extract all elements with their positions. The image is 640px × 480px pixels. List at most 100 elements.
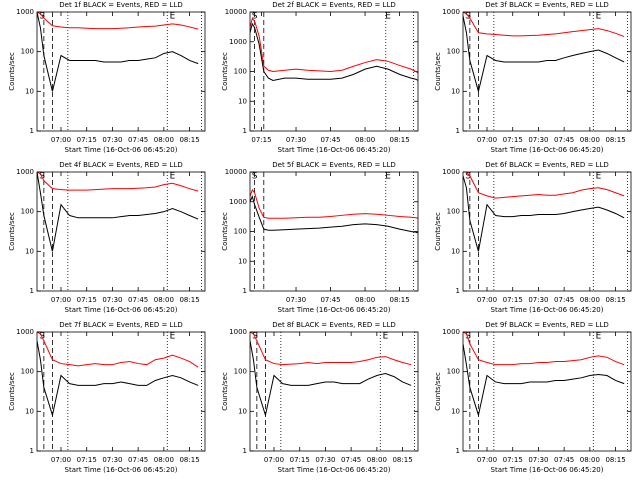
x-tick-label: 07:00 xyxy=(477,456,497,464)
x-tick-label: 07:15 xyxy=(77,456,97,464)
x-axis-label: Start Time (16-Oct-06 06:45:20) xyxy=(491,306,604,314)
y-tick-label: 1000 xyxy=(229,38,247,46)
x-tick-label: 07:45 xyxy=(341,456,361,464)
x-tick-label: 07:00 xyxy=(51,456,71,464)
x-tick-label: 07:15 xyxy=(503,136,523,144)
x-tick-label: 07:30 xyxy=(102,456,122,464)
y-tick-label: 1 xyxy=(456,447,460,455)
x-tick-label: 07:00 xyxy=(51,296,71,304)
y-tick-label: 1 xyxy=(30,447,34,455)
annotation: E xyxy=(170,332,176,342)
y-tick-label: 1 xyxy=(243,127,247,135)
x-tick-label: 07:00 xyxy=(477,296,497,304)
x-tick-label: 08:15 xyxy=(392,456,412,464)
x-tick-label: 08:00 xyxy=(367,456,387,464)
y-tick-label: 1 xyxy=(243,447,247,455)
series-line xyxy=(37,340,199,418)
y-tick-label: 1 xyxy=(243,287,247,295)
x-axis-label: Start Time (16-Oct-06 06:45:20) xyxy=(491,466,604,474)
x-tick-label: 07:45 xyxy=(128,136,148,144)
y-tick-label: 1000 xyxy=(442,168,460,176)
x-tick-label: 07:45 xyxy=(128,456,148,464)
annotation: S xyxy=(252,12,258,22)
x-tick-label: 07:30 xyxy=(286,136,306,144)
x-axis-label: Start Time (16-Oct-06 06:45:20) xyxy=(65,306,178,314)
y-tick-label: 100 xyxy=(234,228,247,236)
y-tick-label: 10 xyxy=(451,407,460,415)
series-line xyxy=(250,188,418,219)
y-tick-label: 10 xyxy=(25,247,34,255)
y-tick-label: 1000 xyxy=(16,168,34,176)
y-tick-label: 10 xyxy=(25,87,34,95)
x-tick-label: 07:45 xyxy=(554,296,574,304)
x-axis-label: Start Time (16-Oct-06 06:45:20) xyxy=(278,146,391,154)
y-tick-label: 1000 xyxy=(229,328,247,336)
x-tick-label: 08:15 xyxy=(389,136,409,144)
x-axis-label: Start Time (16-Oct-06 06:45:20) xyxy=(491,146,604,154)
series-line xyxy=(463,175,625,252)
annotation: E xyxy=(596,12,602,22)
x-axis-label: Start Time (16-Oct-06 06:45:20) xyxy=(65,146,178,154)
chart-title: Det 1f BLACK = Events, RED = LLD xyxy=(59,1,182,9)
annotation: E xyxy=(385,12,391,22)
x-tick-label: 07:15 xyxy=(77,136,97,144)
y-tick-label: 10 xyxy=(451,87,460,95)
y-tick-label: 10 xyxy=(25,407,34,415)
y-axis-label: Counts/sec xyxy=(8,52,16,91)
x-tick-label: 08:15 xyxy=(605,296,625,304)
y-tick-label: 100 xyxy=(447,48,460,56)
chart-title: Det 2f BLACK = Events, RED = LLD xyxy=(272,1,395,9)
series-line xyxy=(250,22,418,81)
annotation: S xyxy=(465,172,471,182)
x-tick-label: 08:00 xyxy=(154,296,174,304)
x-tick-label: 07:15 xyxy=(503,456,523,464)
chart-title: Det 9f BLACK = Events, RED = LLD xyxy=(485,321,608,329)
plot-frame xyxy=(249,171,419,292)
series-line xyxy=(463,15,625,94)
y-tick-label: 1000 xyxy=(442,8,460,16)
x-tick-label: 08:00 xyxy=(580,136,600,144)
y-tick-label: 100 xyxy=(21,368,34,376)
series-line xyxy=(37,172,199,252)
x-tick-label: 07:45 xyxy=(128,296,148,304)
annotation: E xyxy=(596,332,602,342)
series-line xyxy=(463,343,625,418)
y-tick-label: 100 xyxy=(21,48,34,56)
chart-title: Det 3f BLACK = Events, RED = LLD xyxy=(485,1,608,9)
y-axis-label: Counts/sec xyxy=(221,52,229,91)
y-tick-label: 1000 xyxy=(229,198,247,206)
panel: Det 4f BLACK = Events, RED = LLD Start Ti… xyxy=(8,161,206,314)
x-tick-label: 07:45 xyxy=(554,456,574,464)
series-line xyxy=(250,332,412,366)
plot-frame xyxy=(462,331,632,452)
x-tick-label: 08:15 xyxy=(179,296,199,304)
x-tick-label: 07:30 xyxy=(286,296,306,304)
y-axis-label: Counts/sec xyxy=(434,372,442,411)
plot-frame xyxy=(462,11,632,132)
y-tick-label: 10 xyxy=(238,257,247,265)
x-tick-label: 07:00 xyxy=(477,136,497,144)
x-tick-label: 07:30 xyxy=(102,136,122,144)
y-tick-label: 10000 xyxy=(225,168,247,176)
series-line xyxy=(37,172,199,192)
y-tick-label: 1000 xyxy=(16,8,34,16)
y-tick-label: 1 xyxy=(456,287,460,295)
plot-frame xyxy=(36,331,206,452)
annotation: S xyxy=(252,172,258,182)
series-line xyxy=(463,172,625,199)
x-tick-label: 08:15 xyxy=(179,456,199,464)
panel: Det 9f BLACK = Events, RED = LLD Start Ti… xyxy=(434,321,632,474)
x-tick-label: 08:00 xyxy=(355,296,375,304)
y-tick-label: 100 xyxy=(447,368,460,376)
plot-frame xyxy=(36,11,206,132)
chart-title: Det 4f BLACK = Events, RED = LLD xyxy=(59,161,182,169)
plot-frame xyxy=(249,11,419,132)
series-line xyxy=(250,340,412,418)
y-axis-label: Counts/sec xyxy=(221,372,229,411)
x-tick-label: 08:15 xyxy=(389,296,409,304)
y-tick-label: 1 xyxy=(30,127,34,135)
y-tick-label: 10 xyxy=(238,407,247,415)
x-tick-label: 07:30 xyxy=(528,136,548,144)
y-tick-label: 1000 xyxy=(442,328,460,336)
